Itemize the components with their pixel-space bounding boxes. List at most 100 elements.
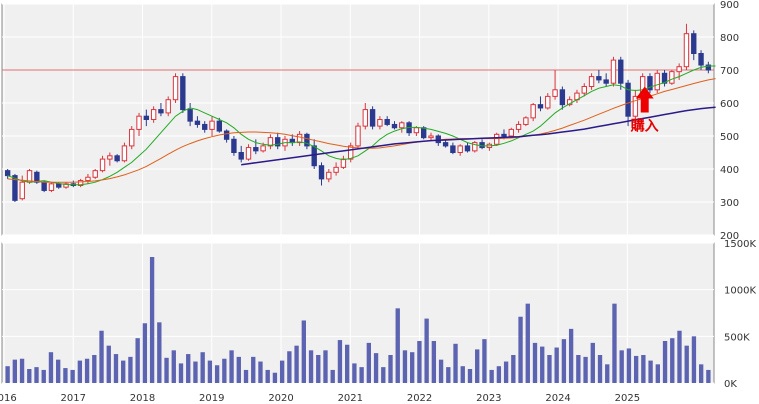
volume-bar xyxy=(489,369,494,383)
candle-body xyxy=(661,72,668,84)
volume-bar xyxy=(229,350,234,383)
candle-body xyxy=(355,125,361,147)
volume-bar xyxy=(684,345,689,383)
volume-bar xyxy=(236,356,241,383)
volume-bar xyxy=(157,322,162,383)
volume-bar xyxy=(56,359,61,383)
candle-body xyxy=(654,72,660,91)
volume-bar xyxy=(243,369,249,383)
candle-body xyxy=(435,135,441,144)
volume-bar xyxy=(438,359,444,383)
volume-bar xyxy=(633,355,639,383)
buy-label: 購入 xyxy=(630,118,659,135)
candle-body xyxy=(121,145,128,162)
volume-bar xyxy=(706,369,711,383)
volume-panel-background xyxy=(1,242,715,384)
volume-bar xyxy=(41,369,46,383)
price-axis: 900 800 700 600 500 400 300 200 xyxy=(720,0,739,242)
candle-body xyxy=(545,95,551,109)
x-tick-label: 2017 xyxy=(61,393,86,404)
price-tick-label: 300 xyxy=(720,198,739,209)
volume-bar xyxy=(19,358,25,383)
candle-body xyxy=(647,76,653,91)
volume-bar xyxy=(655,364,660,383)
volume-bar xyxy=(48,352,54,383)
candle-body xyxy=(85,176,91,182)
candle-body xyxy=(180,76,186,111)
volume-bar xyxy=(619,350,624,383)
candle-body xyxy=(618,59,624,84)
volume-panel: 1500K 1000K 500K 0K xyxy=(1,239,756,390)
volume-bar xyxy=(352,363,357,383)
volume-bar xyxy=(12,359,18,383)
candle-body xyxy=(559,89,566,106)
candle-body xyxy=(362,109,368,127)
price-panel-background xyxy=(1,3,715,236)
volume-bar xyxy=(121,360,126,383)
candlesticks xyxy=(4,23,712,202)
volume-bar xyxy=(149,257,155,383)
volume-bar xyxy=(402,350,408,383)
volume-bar xyxy=(395,308,400,383)
volume-bar xyxy=(294,345,299,383)
volume-axis: 1500K 1000K 500K 0K xyxy=(724,239,756,390)
candle-body xyxy=(187,109,193,122)
volume-bar xyxy=(207,360,213,383)
volume-bar xyxy=(106,345,111,383)
candle-body xyxy=(99,158,106,172)
candle-body xyxy=(508,128,514,137)
candle-body xyxy=(304,133,310,147)
candle-body xyxy=(632,95,639,117)
volume-bar xyxy=(597,355,603,383)
x-tick-label: 2018 xyxy=(130,393,155,404)
x-tick-label: 2022 xyxy=(407,393,432,404)
candle-body xyxy=(625,82,631,117)
candle-body xyxy=(260,145,266,152)
price-tick-label: 400 xyxy=(720,165,739,176)
volume-bar xyxy=(388,355,393,383)
volume-bar xyxy=(258,361,263,383)
candle-body xyxy=(523,117,529,125)
buy-arrow-icon xyxy=(635,86,654,113)
candle-body xyxy=(209,120,215,130)
candle-body xyxy=(202,123,208,130)
price-tick-label: 500 xyxy=(720,132,739,143)
candle-body xyxy=(326,171,332,180)
volume-bars xyxy=(5,257,711,383)
volume-bar xyxy=(475,349,480,383)
volume-tick-label: 0K xyxy=(724,379,737,390)
x-tick-label: 2024 xyxy=(545,393,570,404)
candle-body xyxy=(501,133,507,137)
candle-body xyxy=(369,109,376,127)
volume-bar xyxy=(467,369,473,383)
volume-bar xyxy=(142,323,148,383)
volume-bar xyxy=(34,367,39,383)
volume-bar xyxy=(424,318,429,383)
candle-body xyxy=(77,180,84,187)
volume-bar xyxy=(576,355,581,383)
candle-body xyxy=(165,99,171,114)
candle-body xyxy=(253,147,259,152)
candle-body xyxy=(676,66,682,73)
candle-body xyxy=(333,166,339,173)
x-tick-label: 2020 xyxy=(268,393,293,404)
candle-body xyxy=(311,145,317,167)
volume-bar xyxy=(540,346,545,383)
candle-body xyxy=(596,76,602,81)
candle-body xyxy=(56,183,62,188)
candle-body xyxy=(296,133,303,144)
candle-body xyxy=(552,89,558,97)
volume-bar xyxy=(460,366,465,383)
volume-bar xyxy=(431,341,437,383)
candle-body xyxy=(41,181,47,191)
candle-body xyxy=(683,33,690,68)
volume-bar xyxy=(605,364,610,383)
buy-annotation: 購入 xyxy=(630,86,659,135)
volume-bar xyxy=(496,366,502,383)
candle-body xyxy=(34,171,40,183)
volume-bar xyxy=(612,303,617,383)
price-tick-label: 700 xyxy=(720,66,739,77)
x-tick-label: 2023 xyxy=(476,393,501,404)
volume-bar xyxy=(99,330,104,383)
candle-body xyxy=(413,127,420,134)
